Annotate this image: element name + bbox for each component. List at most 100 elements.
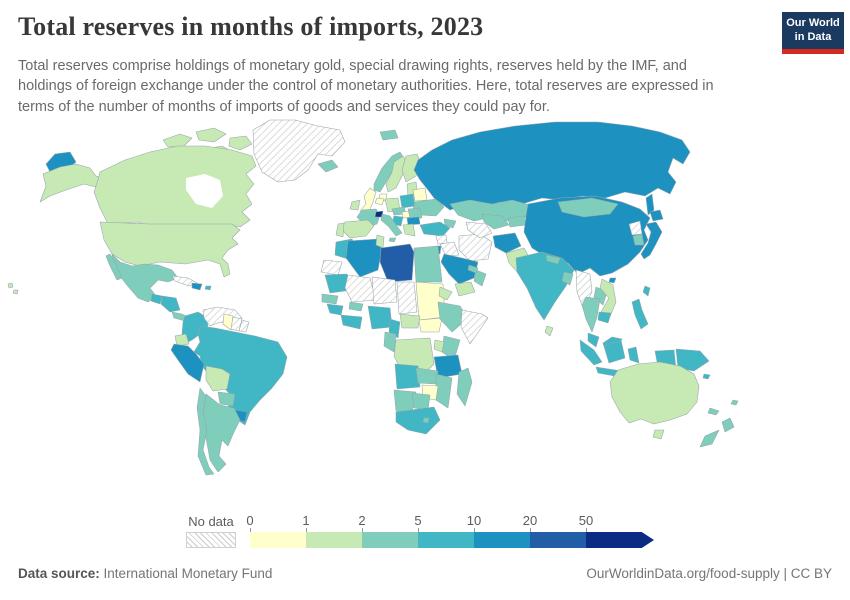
country-sweden[interactable] <box>385 155 409 193</box>
country-south-korea[interactable] <box>632 233 645 246</box>
country-poland[interactable] <box>399 193 416 209</box>
country-netherlands-belgium[interactable] <box>374 197 385 206</box>
country-hispaniola[interactable] <box>191 282 203 291</box>
country-canada-arctic-1[interactable] <box>162 133 193 148</box>
country-uk[interactable] <box>359 187 377 213</box>
country-mongolia[interactable] <box>557 197 619 218</box>
country-malaysia[interactable] <box>587 332 600 348</box>
country-greenland[interactable] <box>252 119 346 183</box>
country-russia-sakhalin[interactable] <box>645 193 655 216</box>
country-indonesia-sumatra[interactable] <box>579 339 603 366</box>
country-mexico[interactable] <box>111 253 179 303</box>
country-chad[interactable] <box>396 281 418 315</box>
country-china-hainan[interactable] <box>608 277 617 284</box>
country-eritrea[interactable] <box>438 286 453 301</box>
country-south-africa[interactable] <box>395 406 441 435</box>
country-bangladesh[interactable] <box>561 271 574 286</box>
country-usa-hawaii-2[interactable] <box>12 289 19 295</box>
country-ecuador[interactable] <box>174 333 190 347</box>
country-colombia[interactable] <box>181 311 209 343</box>
legend-swatch-50-plus[interactable] <box>586 532 654 548</box>
country-australia-tasmania[interactable] <box>652 429 665 440</box>
country-taiwan[interactable] <box>642 285 651 297</box>
country-mexico-baja[interactable] <box>105 253 123 281</box>
legend-swatch-5-10[interactable] <box>418 532 474 548</box>
country-central-african-republic[interactable] <box>399 313 421 329</box>
country-guinea[interactable] <box>326 303 344 316</box>
country-french-guiana[interactable] <box>238 319 250 333</box>
country-australia[interactable] <box>609 361 700 425</box>
country-caucasus[interactable] <box>443 218 457 229</box>
country-malaysia-borneo[interactable] <box>602 336 623 347</box>
country-finland[interactable] <box>401 153 422 183</box>
country-saudi-arabia[interactable] <box>440 253 479 285</box>
country-burkina-faso[interactable] <box>348 301 364 312</box>
country-india[interactable] <box>515 251 575 321</box>
country-ireland[interactable] <box>349 199 361 211</box>
legend-color-bar[interactable] <box>250 532 654 548</box>
legend-no-data-swatch[interactable] <box>186 532 236 548</box>
country-indonesia-sulawesi[interactable] <box>627 346 640 364</box>
country-senegal[interactable] <box>321 293 339 305</box>
country-argentina[interactable] <box>202 393 241 473</box>
country-nigeria[interactable] <box>367 305 393 330</box>
country-ethiopia[interactable] <box>437 301 469 333</box>
country-guyana[interactable] <box>222 313 234 331</box>
country-philippines[interactable] <box>631 298 649 330</box>
country-brazil[interactable] <box>193 325 288 426</box>
country-turkmenistan[interactable] <box>465 221 493 239</box>
country-iraq[interactable] <box>439 241 460 257</box>
country-bulgaria[interactable] <box>406 216 421 226</box>
country-sri-lanka[interactable] <box>544 325 554 337</box>
country-lesotho[interactable] <box>422 417 430 424</box>
country-zambia[interactable] <box>415 367 439 385</box>
country-greece[interactable] <box>402 223 416 237</box>
legend-swatch-1-2[interactable] <box>306 532 362 548</box>
country-usa[interactable] <box>99 221 241 278</box>
attribution-link[interactable]: OurWorldinData.org/food-supply | CC BY <box>586 566 832 581</box>
country-portugal[interactable] <box>335 222 345 238</box>
country-uae-qatar[interactable] <box>467 264 479 274</box>
country-chile[interactable] <box>196 387 215 476</box>
country-japan-honshu[interactable] <box>640 221 663 260</box>
country-niger[interactable] <box>371 276 398 305</box>
country-honduras-nicaragua[interactable] <box>160 295 181 313</box>
country-ivory-coast-ghana[interactable] <box>340 314 363 330</box>
legend-swatch-10-20[interactable] <box>474 532 530 548</box>
country-new-zealand-north[interactable] <box>721 417 735 433</box>
country-thailand[interactable] <box>581 296 601 333</box>
country-uganda[interactable] <box>433 339 445 353</box>
country-angola[interactable] <box>394 363 421 390</box>
country-canada-arctic-2[interactable] <box>195 127 227 143</box>
country-western-sahara[interactable] <box>320 259 343 276</box>
country-nepal[interactable] <box>545 254 561 265</box>
country-japan-hokkaido[interactable] <box>649 209 664 222</box>
country-oman[interactable] <box>473 269 487 287</box>
country-paraguay[interactable] <box>217 391 236 407</box>
legend-swatch-20-50[interactable] <box>530 532 586 548</box>
country-afghanistan[interactable] <box>492 232 522 254</box>
country-russia[interactable] <box>413 121 691 211</box>
country-solomon-islands[interactable] <box>702 373 711 380</box>
legend-swatch-0-1[interactable] <box>250 532 306 548</box>
country-uzbekistan[interactable] <box>481 213 510 230</box>
country-usa-hawaii-1[interactable] <box>7 282 14 289</box>
country-peru[interactable] <box>170 343 205 383</box>
country-italy[interactable] <box>380 213 403 237</box>
country-turkey[interactable] <box>419 221 451 237</box>
country-canada[interactable] <box>93 145 257 233</box>
country-syria[interactable] <box>435 234 448 245</box>
legend-swatch-2-5[interactable] <box>362 532 418 548</box>
country-yemen[interactable] <box>454 281 476 297</box>
country-romania[interactable] <box>407 207 423 219</box>
country-cambodia[interactable] <box>597 311 612 324</box>
owid-logo[interactable]: Our World in Data <box>782 12 844 54</box>
country-svalbard[interactable] <box>379 129 399 141</box>
country-mozambique[interactable] <box>435 373 453 409</box>
country-somalia[interactable] <box>460 309 489 345</box>
country-south-sudan[interactable] <box>418 317 443 333</box>
country-puerto-rico[interactable] <box>204 285 212 291</box>
country-new-zealand-south[interactable] <box>699 429 720 448</box>
country-mali[interactable] <box>344 274 377 303</box>
country-belarus[interactable] <box>412 187 428 202</box>
